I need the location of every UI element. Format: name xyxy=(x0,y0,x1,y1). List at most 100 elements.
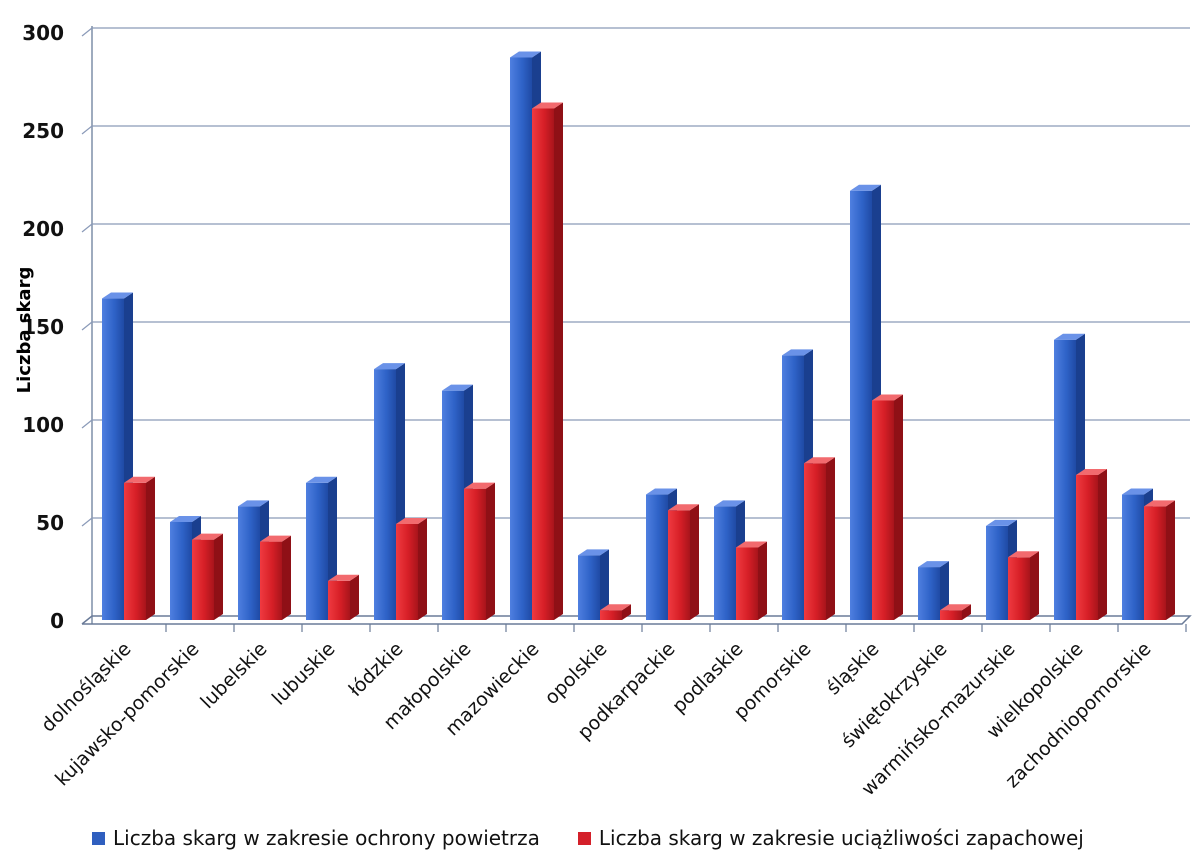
bar-front xyxy=(600,610,622,620)
bar-powietrza-7 xyxy=(578,549,609,620)
bar-front xyxy=(714,506,736,620)
gridlines xyxy=(81,26,1192,625)
bar-top xyxy=(328,574,359,581)
y-tick-label: 100 xyxy=(22,413,64,437)
y-axis-label: Liczba skarg xyxy=(14,267,35,394)
bar-front xyxy=(1008,557,1030,620)
bar-front xyxy=(464,488,486,620)
bar-side xyxy=(282,535,291,620)
bar-top xyxy=(1122,488,1153,495)
bar-front xyxy=(510,57,532,621)
bar-side xyxy=(622,604,631,620)
y-tick-label: 150 xyxy=(22,315,64,339)
y-axis: 0 50 100 150 200 250 300 xyxy=(22,21,64,633)
gridline-slant xyxy=(81,223,93,233)
bar-front xyxy=(1122,494,1144,620)
gridline-slant xyxy=(81,27,93,37)
bar-side xyxy=(486,482,495,620)
bar-top xyxy=(442,384,473,391)
legend-item-series-1: Liczba skarg w zakresie ochrony powietrz… xyxy=(92,826,540,850)
y-tick-label: 50 xyxy=(36,511,64,535)
legend: Liczba skarg w zakresie ochrony powietrz… xyxy=(92,826,1084,850)
bar-top xyxy=(238,500,269,507)
bar-front xyxy=(782,355,804,620)
bar-top xyxy=(782,349,813,356)
bar-front xyxy=(532,108,554,620)
x-tick-label: opolskie xyxy=(540,638,611,709)
bar-top xyxy=(510,51,541,58)
bar-top xyxy=(578,549,609,556)
legend-item-series-2: Liczba skarg w zakresie uciążliwości zap… xyxy=(577,826,1084,850)
bar-side xyxy=(894,394,903,620)
bar-zapachowej-11 xyxy=(872,394,903,620)
gridline-slant xyxy=(81,419,93,429)
bar-side xyxy=(214,533,223,620)
bar-front xyxy=(1076,474,1098,620)
bar-zapachowej-6 xyxy=(532,102,563,620)
bar-side xyxy=(826,457,835,620)
bar-front xyxy=(804,463,826,620)
bar-zapachowej-10 xyxy=(804,457,835,620)
bar-front xyxy=(238,506,260,620)
y-tick-label: 250 xyxy=(22,119,64,143)
bar-top xyxy=(1076,468,1107,475)
bar-front xyxy=(918,567,940,620)
bar-zapachowej-13 xyxy=(1008,551,1039,620)
bar-front xyxy=(940,610,962,620)
bar-top xyxy=(918,561,949,568)
bar-zapachowej-8 xyxy=(668,504,699,620)
bar-front xyxy=(396,523,418,620)
bar-side xyxy=(1166,500,1175,620)
legend-swatch-blue xyxy=(92,831,105,845)
y-tick-label: 300 xyxy=(22,21,64,45)
bar-top xyxy=(668,504,699,511)
bar-top xyxy=(1008,551,1039,558)
bar-side xyxy=(600,549,609,620)
bar-top xyxy=(532,102,563,109)
x-tick-label: lubuskie xyxy=(268,638,340,710)
legend-label-series-1: Liczba skarg w zakresie ochrony powietrz… xyxy=(113,826,540,850)
bar-zapachowej-4 xyxy=(396,517,427,620)
bar-top xyxy=(850,184,881,191)
bar-top xyxy=(306,476,337,483)
y-tick-label: 0 xyxy=(50,609,64,633)
floor xyxy=(81,615,1192,625)
bar-top xyxy=(736,541,767,548)
bar-zapachowej-15 xyxy=(1144,500,1175,620)
bar-front xyxy=(192,539,214,620)
bar-top xyxy=(170,516,201,522)
bars xyxy=(102,51,1175,621)
bar-front xyxy=(986,525,1008,620)
bar-top xyxy=(714,500,745,507)
x-tick-label: śląskie xyxy=(822,638,883,699)
bar-side xyxy=(350,574,359,620)
bar-top xyxy=(646,488,677,495)
bar-front xyxy=(170,522,192,620)
bar-top xyxy=(1144,500,1175,507)
bar-side xyxy=(554,102,563,620)
bar-top xyxy=(102,292,133,299)
bar-front xyxy=(306,482,328,620)
bar-front xyxy=(328,580,350,620)
bar-top xyxy=(1054,333,1085,340)
x-tick-label: lubelskie xyxy=(196,638,271,713)
bar-front xyxy=(872,400,894,620)
bar-zapachowej-1 xyxy=(192,533,223,620)
gridline-slant xyxy=(81,125,93,135)
bar-front xyxy=(668,510,690,620)
bar-top xyxy=(804,457,835,464)
bar-top xyxy=(374,363,405,370)
gridline-slant xyxy=(81,321,93,331)
bar-front xyxy=(578,555,600,620)
bar-side xyxy=(690,504,699,620)
gridline-slant xyxy=(81,517,93,527)
bar-top xyxy=(260,535,291,542)
bar-side xyxy=(418,517,427,620)
bar-front xyxy=(442,390,464,620)
bar-top xyxy=(192,533,223,540)
bar-front xyxy=(1144,506,1166,620)
bar-front xyxy=(646,494,668,620)
x-tick-label: łódzkie xyxy=(345,638,408,701)
bar-side xyxy=(962,604,971,620)
